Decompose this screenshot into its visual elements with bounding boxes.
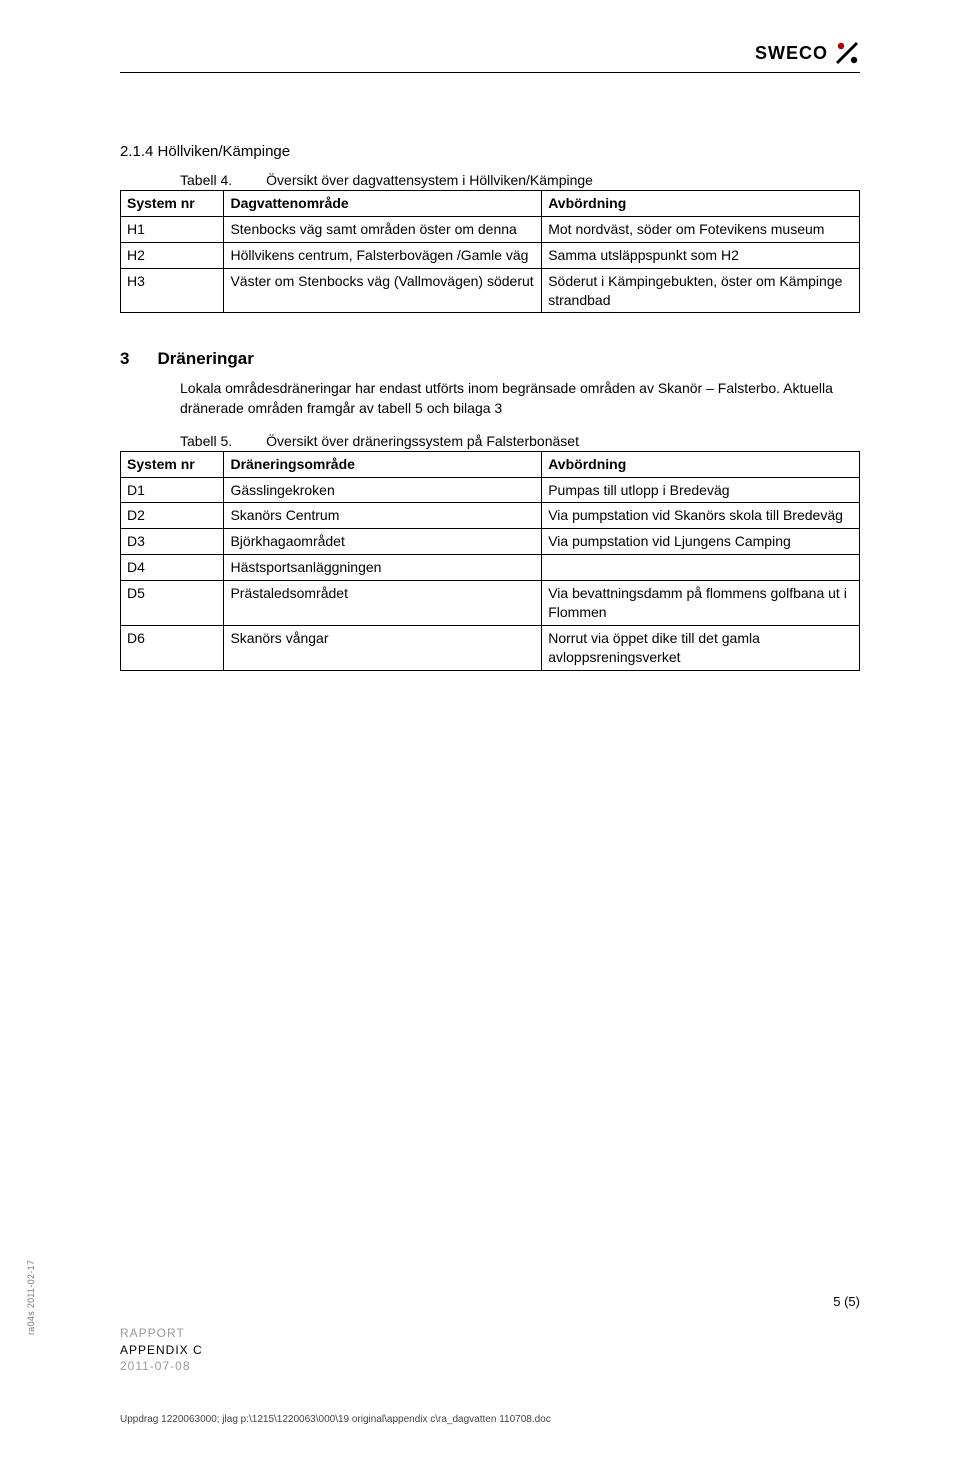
cell: Söderut i Kämpingebukten, öster om Kämpi… xyxy=(542,268,860,313)
page-number: 5 (5) xyxy=(120,1294,860,1309)
cell: Höllvikens centrum, Falsterbovägen /Gaml… xyxy=(224,242,542,268)
cell: Gässlingekroken xyxy=(224,477,542,503)
th-system: System nr xyxy=(121,451,224,477)
header-rule xyxy=(120,72,860,73)
cell: Väster om Stenbocks väg (Vallmovägen) sö… xyxy=(224,268,542,313)
page-header: SWECO xyxy=(120,40,860,72)
cell: Samma utsläppspunkt som H2 xyxy=(542,242,860,268)
cell: H3 xyxy=(121,268,224,313)
th-discharge: Avbördning xyxy=(542,451,860,477)
table4: System nr Dagvattenområde Avbördning H1 … xyxy=(120,190,860,313)
cell: Via bevattningsdamm på flommens golfbana… xyxy=(542,581,860,626)
cell: Mot nordväst, söder om Fotevikens museum xyxy=(542,216,860,242)
cell: D5 xyxy=(121,581,224,626)
cell: D4 xyxy=(121,555,224,581)
cell xyxy=(542,555,860,581)
cell: Norrut via öppet dike till det gamla avl… xyxy=(542,625,860,670)
footer-appendix: APPENDIX C xyxy=(120,1342,860,1358)
section-3-title: Dräneringar xyxy=(157,349,253,369)
cell: H1 xyxy=(121,216,224,242)
cell: D1 xyxy=(121,477,224,503)
section-3-number: 3 xyxy=(120,349,129,369)
cell: D2 xyxy=(121,503,224,529)
cell: Pumpas till utlopp i Bredeväg xyxy=(542,477,860,503)
table-row: D1 Gässlingekroken Pumpas till utlopp i … xyxy=(121,477,860,503)
table4-caption-label: Tabell 4. xyxy=(180,172,232,188)
cell: Skanörs Centrum xyxy=(224,503,542,529)
logo-text: SWECO xyxy=(755,43,828,64)
page-footer: 5 (5) RAPPORT APPENDIX C 2011-07-08 Uppd… xyxy=(120,1294,860,1425)
table-row: D5 Prästaledsområdet Via bevattningsdamm… xyxy=(121,581,860,626)
side-revision-text: ra04s 2011-02-17 xyxy=(26,1260,36,1335)
sweco-logo-icon xyxy=(834,40,860,66)
table-row: D6 Skanörs vångar Norrut via öppet dike … xyxy=(121,625,860,670)
table-header-row: System nr Dräneringsområde Avbördning xyxy=(121,451,860,477)
cell: Via pumpstation vid Skanörs skola till B… xyxy=(542,503,860,529)
section-3-heading: 3 Dräneringar xyxy=(120,349,860,369)
table-row: H1 Stenbocks väg samt områden öster om d… xyxy=(121,216,860,242)
section-2-1-4-heading: 2.1.4 Höllviken/Kämpinge xyxy=(120,143,860,160)
cell: H2 xyxy=(121,242,224,268)
cell: Stenbocks väg samt områden öster om denn… xyxy=(224,216,542,242)
footer-doc-block: RAPPORT APPENDIX C 2011-07-08 xyxy=(120,1325,860,1374)
cell: Prästaledsområdet xyxy=(224,581,542,626)
th-system: System nr xyxy=(121,191,224,217)
table5-caption: Tabell 5. Översikt över dräneringssystem… xyxy=(180,433,860,449)
cell: Hästsportsanläggningen xyxy=(224,555,542,581)
table5-caption-label: Tabell 5. xyxy=(180,433,232,449)
cell: D3 xyxy=(121,529,224,555)
table5: System nr Dräneringsområde Avbördning D1… xyxy=(120,451,860,671)
table4-caption: Tabell 4. Översikt över dagvattensystem … xyxy=(180,172,860,188)
th-discharge: Avbördning xyxy=(542,191,860,217)
table-row: D4 Hästsportsanläggningen xyxy=(121,555,860,581)
sweco-logo: SWECO xyxy=(755,40,860,66)
cell: Björkhagaområdet xyxy=(224,529,542,555)
footer-path: Uppdrag 1220063000; jlag p:\1215\1220063… xyxy=(120,1414,860,1425)
table5-caption-text: Översikt över dräneringssystem på Falste… xyxy=(266,433,579,449)
table4-caption-text: Översikt över dagvattensystem i Höllvike… xyxy=(266,172,593,188)
th-area: Dräneringsområde xyxy=(224,451,542,477)
page: SWECO 2.1.4 Höllviken/Kämpinge Tabell 4.… xyxy=(0,0,960,1465)
footer-date: 2011-07-08 xyxy=(120,1358,860,1374)
footer-rapport: RAPPORT xyxy=(120,1325,860,1341)
table-header-row: System nr Dagvattenområde Avbördning xyxy=(121,191,860,217)
section-3-body: Lokala områdesdräneringar har endast utf… xyxy=(180,379,860,418)
table-row: H3 Väster om Stenbocks väg (Vallmovägen)… xyxy=(121,268,860,313)
cell: Skanörs vångar xyxy=(224,625,542,670)
table-row: H2 Höllvikens centrum, Falsterbovägen /G… xyxy=(121,242,860,268)
table-row: D2 Skanörs Centrum Via pumpstation vid S… xyxy=(121,503,860,529)
cell: Via pumpstation vid Ljungens Camping xyxy=(542,529,860,555)
th-area: Dagvattenområde xyxy=(224,191,542,217)
table-row: D3 Björkhagaområdet Via pumpstation vid … xyxy=(121,529,860,555)
cell: D6 xyxy=(121,625,224,670)
